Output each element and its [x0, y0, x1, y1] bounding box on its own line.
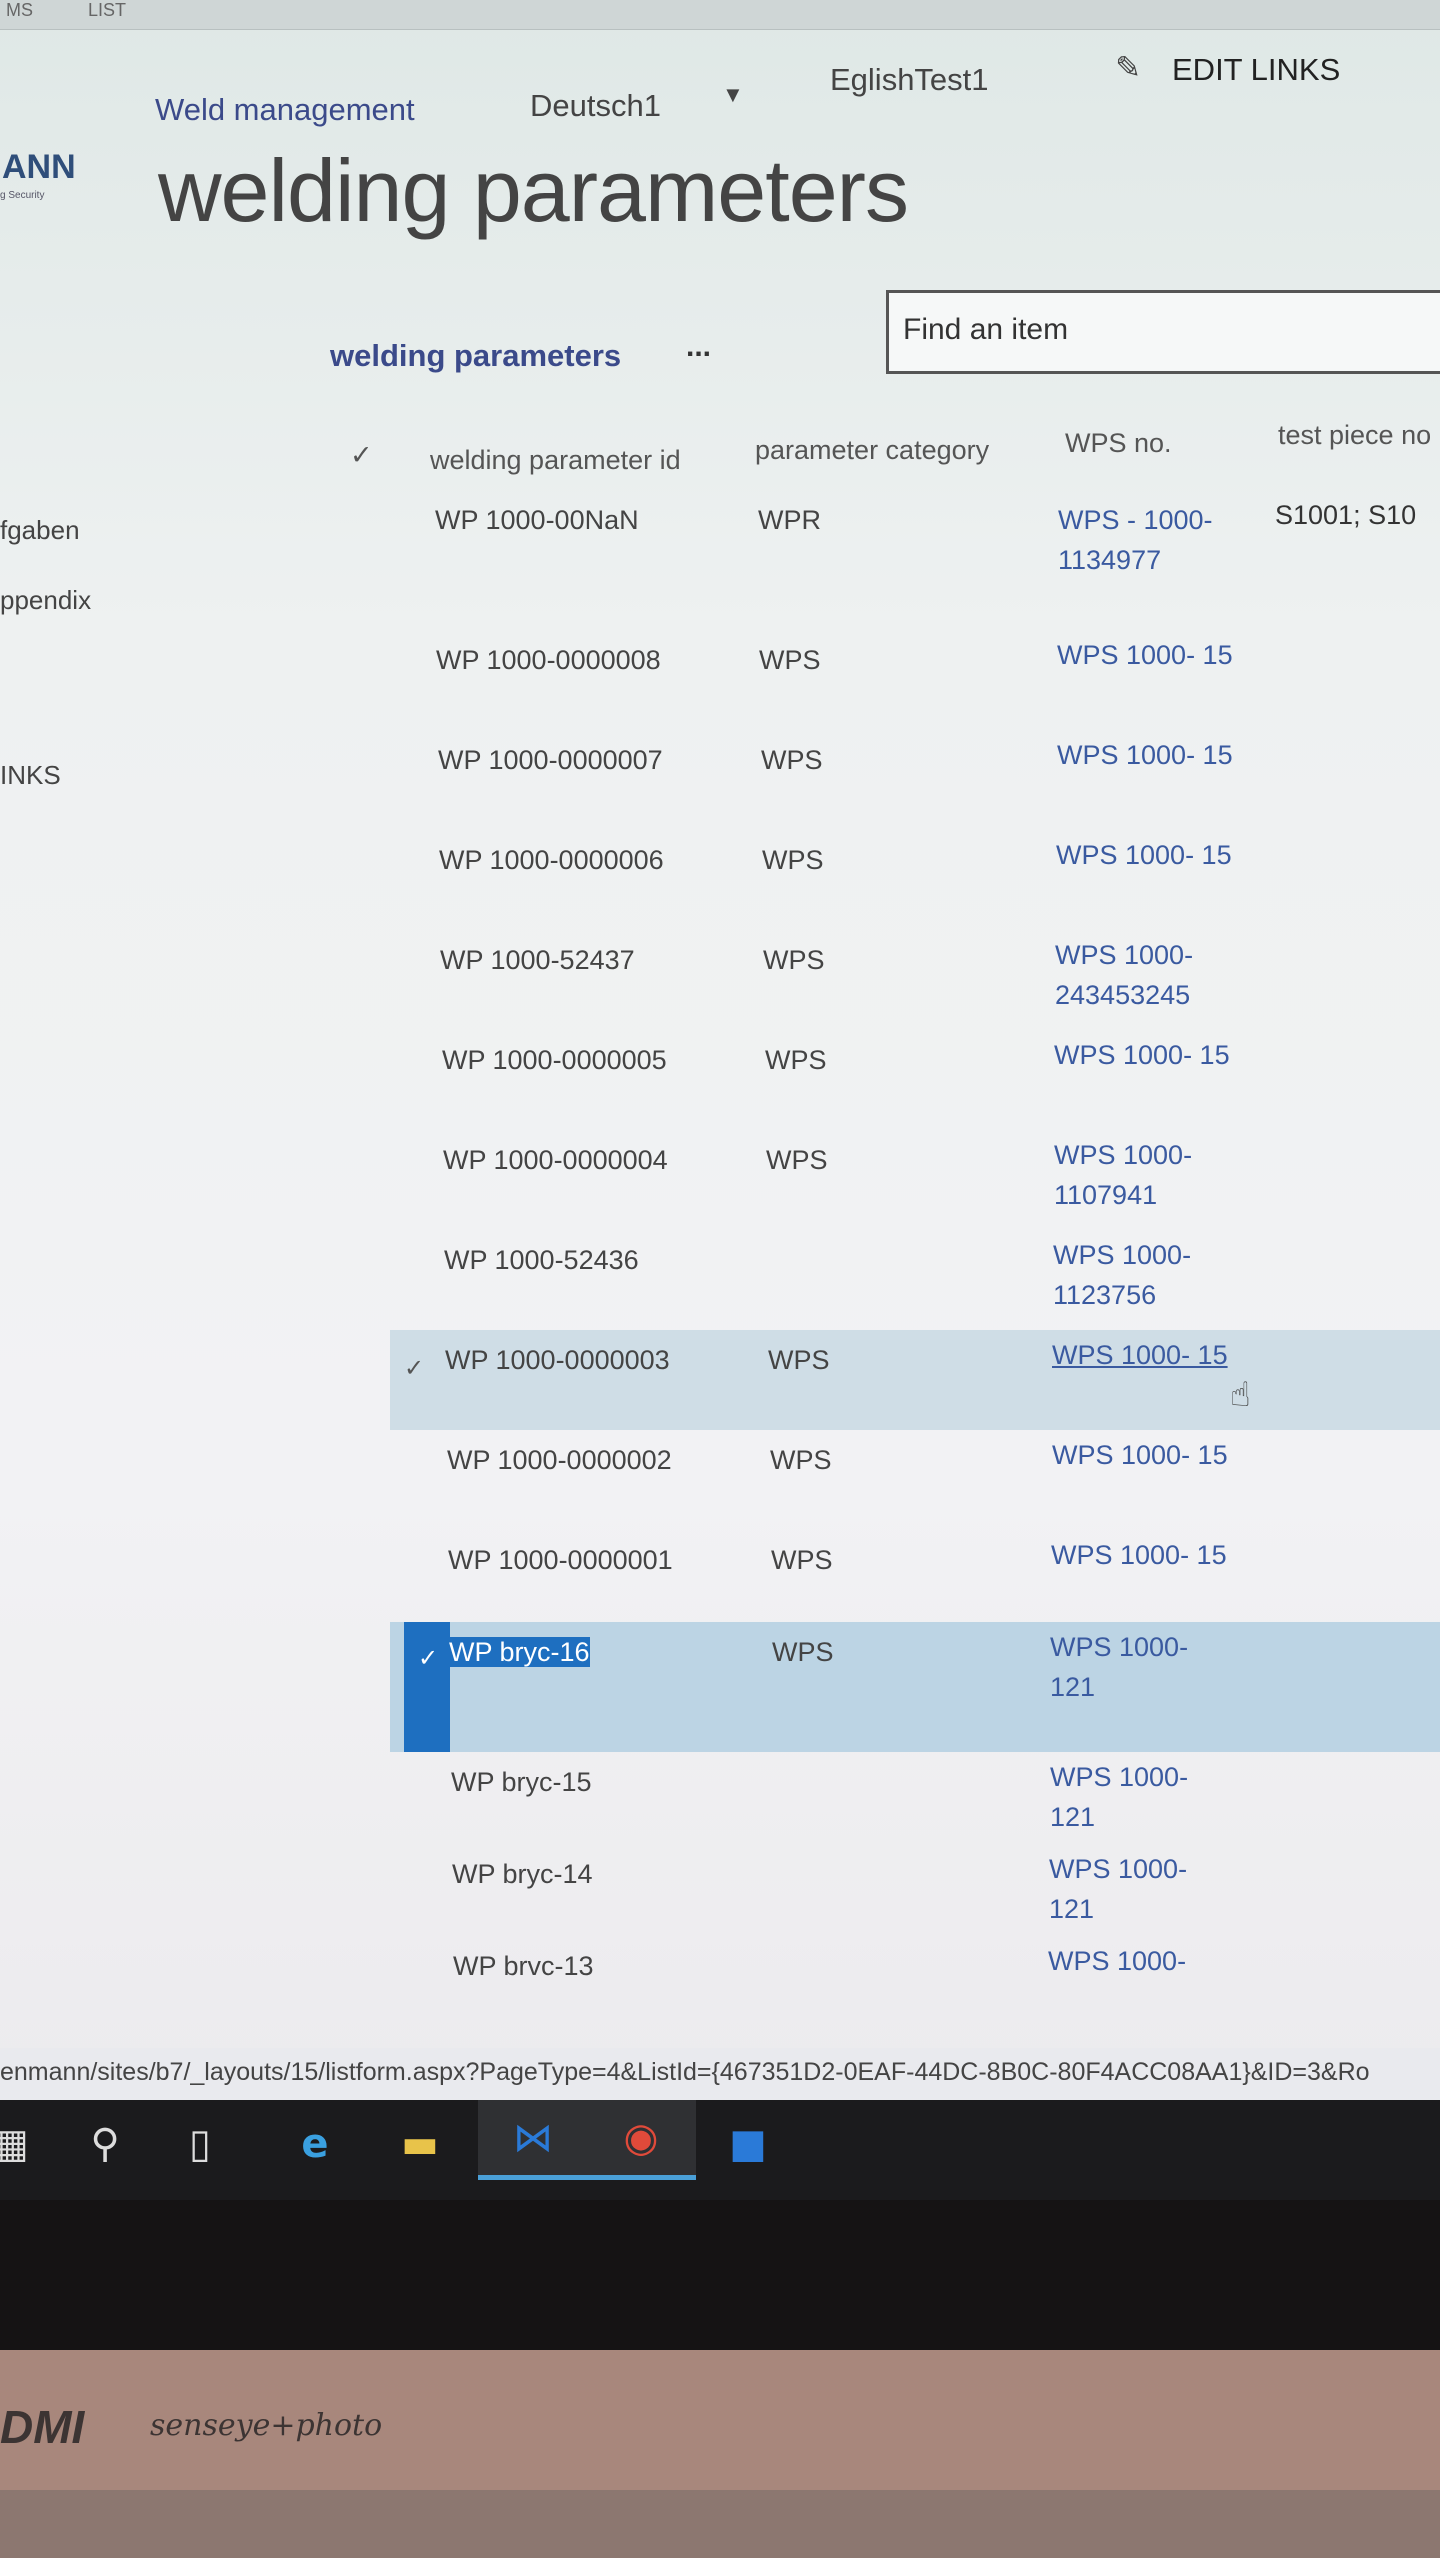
table-row[interactable]: WP brvc-13 WPS 1000-: [390, 1936, 1440, 1986]
cell-category: WPS: [772, 1637, 834, 1667]
nav-item-deutsch1[interactable]: Deutsch1: [530, 88, 661, 123]
cell-category: WPS: [765, 1045, 827, 1075]
cell-category: WPS: [770, 1445, 832, 1475]
cell-wps-link[interactable]: WPS 1000- 243453245: [1055, 940, 1194, 1010]
cell-category: WPS: [771, 1545, 833, 1575]
cell-wps-link[interactable]: WPS 1000- 15: [1054, 1040, 1230, 1070]
tab[interactable]: LIST: [88, 0, 127, 20]
task-view-icon[interactable]: ▯: [188, 2121, 211, 2167]
cell-wps-link[interactable]: WPS 1000- 121: [1050, 1632, 1189, 1702]
cell-id[interactable]: WP 1000-0000001: [448, 1545, 673, 1575]
monitor-bezel: [0, 2200, 1440, 2350]
column-header-id[interactable]: welding parameter id: [430, 445, 681, 475]
cell-id[interactable]: WP 1000-0000002: [447, 1445, 672, 1475]
cell-id[interactable]: WP 1000-0000003: [445, 1345, 670, 1375]
app-icon[interactable]: ■: [729, 2121, 767, 2167]
table-row[interactable]: WP 1000-0000005 WPS WPS 1000- 15: [390, 1030, 1440, 1130]
table-row[interactable]: WP 1000-0000007 WPS WPS 1000- 15: [390, 730, 1440, 830]
bezel-sticker: senseye+photo: [150, 2408, 383, 2443]
cell-category: WPR: [758, 505, 821, 535]
browser-screen: MS LIST Weld management Deutsch1 ▼ Eglis…: [0, 0, 1440, 2100]
cell-id[interactable]: WP bryc-16: [449, 1637, 590, 1667]
view-selector[interactable]: welding parameters: [330, 338, 622, 373]
select-all-checkbox[interactable]: ✓: [350, 440, 373, 471]
desk-edge: [0, 2490, 1440, 2558]
cell-wps-link[interactable]: WPS 1000- 15: [1051, 1540, 1227, 1570]
table-row[interactable]: WP 1000-00NaN WPR WPS - 1000- 1134977 S1001…: [390, 490, 1440, 630]
table-row[interactable]: WP 1000-0000002 WPS WPS 1000- 15: [390, 1430, 1440, 1530]
cell-wps-link[interactable]: WPS 1000- 15: [1057, 640, 1233, 670]
cell-wps-link[interactable]: WPS 1000-: [1048, 1946, 1187, 1976]
cell-id[interactable]: WP brvc-13: [453, 1951, 594, 1981]
table-row[interactable]: WP bryc-15 WPS 1000- 121: [390, 1752, 1440, 1844]
dropdown-arrow-icon[interactable]: ▼: [722, 82, 744, 107]
table-row[interactable]: ✓ WP bryc-16 WPS WPS 1000- 121: [390, 1622, 1440, 1752]
cell-wps-link[interactable]: WPS 1000- 1123756: [1053, 1240, 1192, 1310]
cell-wps-link[interactable]: WPS 1000- 121: [1050, 1762, 1189, 1832]
table-row[interactable]: WP 1000-52436 WPS 1000- 1123756: [390, 1230, 1440, 1330]
table-row[interactable]: ✓ WP 1000-0000003 WPS WPS 1000- 15 ☝: [390, 1330, 1440, 1430]
tab-strip: MS LIST: [0, 0, 1440, 30]
cell-wps-link[interactable]: WPS 1000- 15: [1052, 1340, 1228, 1370]
cell-id[interactable]: WP 1000-52436: [444, 1245, 639, 1275]
chrome-icon[interactable]: ◉: [586, 2100, 696, 2180]
search-icon[interactable]: ⚲: [90, 2121, 120, 2167]
cell-wps-link[interactable]: WPS - 1000- 1134977: [1058, 505, 1213, 575]
sidebar-item[interactable]: ppendix: [0, 585, 92, 615]
cell-wps-link[interactable]: WPS 1000- 15: [1052, 1440, 1228, 1470]
cell-id[interactable]: WP 1000-52437: [440, 945, 635, 975]
table-row[interactable]: WP 1000-52437 WPS WPS 1000- 243453245: [390, 930, 1440, 1030]
more-options-button[interactable]: ...: [686, 330, 712, 363]
cell-id[interactable]: WP 1000-00NaN: [435, 505, 639, 535]
cell-category: WPS: [759, 645, 821, 675]
bezel-brand-logo: DMI: [0, 2401, 85, 2453]
table-row[interactable]: WP bryc-14 WPS 1000- 121: [390, 1844, 1440, 1936]
cell-id[interactable]: WP 1000-0000006: [439, 845, 664, 875]
nav-site-link[interactable]: Weld management: [155, 92, 415, 127]
cell-id[interactable]: WP bryc-14: [452, 1859, 593, 1889]
row-checkbox[interactable]: ✓: [404, 1355, 425, 1382]
status-bar-url: enmann/sites/b7/_layouts/15/listform.asp…: [0, 2048, 1440, 2100]
cell-id[interactable]: WP 1000-0000004: [443, 1145, 668, 1175]
row-selected-indicator[interactable]: [404, 1622, 450, 1752]
cell-category: WPS: [762, 845, 824, 875]
file-explorer-icon[interactable]: ▬: [401, 2121, 439, 2167]
cell-category: WPS: [766, 1145, 828, 1175]
table-row[interactable]: WP 1000-0000008 WPS WPS 1000- 15: [390, 630, 1440, 730]
column-header-wps[interactable]: WPS no.: [1065, 428, 1172, 458]
cell-category: WPS: [761, 745, 823, 775]
logo-tagline: g Security: [0, 190, 45, 201]
cell-wps-link[interactable]: WPS 1000- 15: [1057, 740, 1233, 770]
cell-id[interactable]: WP 1000-0000008: [436, 645, 661, 675]
internet-explorer-icon[interactable]: e: [301, 2121, 329, 2167]
column-header-test-piece[interactable]: test piece no: [1278, 420, 1432, 450]
cell-test-piece: S1001; S10: [1275, 500, 1417, 530]
sidebar-item[interactable]: INKS: [0, 760, 61, 790]
sidebar-item[interactable]: fgaben: [0, 515, 80, 545]
cell-wps-link[interactable]: WPS 1000- 121: [1049, 1854, 1188, 1924]
taskbar: ▦ ⚲ ▯ e ▬ ⋈ ◉ ■: [0, 2100, 1440, 2200]
pencil-icon: ✎: [1115, 50, 1141, 86]
cell-wps-link[interactable]: WPS 1000- 15: [1056, 840, 1232, 870]
table-row[interactable]: WP 1000-0000001 WPS WPS 1000- 15: [390, 1530, 1440, 1622]
cell-category: WPS: [763, 945, 825, 975]
edit-links-button[interactable]: EDIT LINKS: [1172, 52, 1341, 87]
table-row[interactable]: WP 1000-0000006 WPS WPS 1000- 15: [390, 830, 1440, 930]
nav-item-eglishtest1[interactable]: EglishTest1: [830, 62, 989, 97]
start-icon[interactable]: ▦: [0, 2121, 29, 2167]
cell-category: WPS: [768, 1345, 830, 1375]
logo: ANN: [2, 148, 76, 186]
visual-studio-icon[interactable]: ⋈: [478, 2100, 588, 2180]
table-row[interactable]: WP 1000-0000004 WPS WPS 1000- 1107941: [390, 1130, 1440, 1230]
cell-id[interactable]: WP 1000-0000007: [438, 745, 663, 775]
page-title: welding parameters: [158, 141, 909, 240]
cell-id[interactable]: WP 1000-0000005: [442, 1045, 667, 1075]
column-header-category[interactable]: parameter category: [755, 435, 990, 465]
row-checkbox[interactable]: ✓: [418, 1645, 439, 1672]
tab[interactable]: MS: [6, 0, 33, 20]
cell-id[interactable]: WP bryc-15: [451, 1767, 592, 1797]
hand-cursor-icon: ☝: [1230, 1375, 1251, 1415]
cell-wps-link[interactable]: WPS 1000- 1107941: [1054, 1140, 1193, 1210]
search-input[interactable]: Find an item: [886, 290, 1440, 374]
